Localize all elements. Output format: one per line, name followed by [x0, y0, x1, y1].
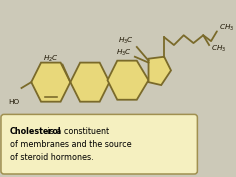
FancyBboxPatch shape: [1, 114, 197, 174]
Text: $H_3C$: $H_3C$: [116, 48, 132, 58]
Polygon shape: [107, 61, 148, 100]
Polygon shape: [31, 63, 70, 102]
Text: $H_2C$: $H_2C$: [43, 54, 59, 64]
Text: $CH_3$: $CH_3$: [211, 44, 226, 54]
Text: of steroid hormones.: of steroid hormones.: [10, 153, 93, 161]
Text: is a constituent: is a constituent: [45, 127, 109, 136]
Text: HO: HO: [8, 99, 20, 105]
Text: $CH_3$: $CH_3$: [219, 22, 234, 33]
Polygon shape: [70, 63, 110, 102]
Text: $H_3C$: $H_3C$: [118, 36, 134, 46]
Polygon shape: [148, 57, 171, 85]
Text: of membranes and the source: of membranes and the source: [10, 140, 131, 149]
Text: Cholesterol: Cholesterol: [10, 127, 61, 136]
